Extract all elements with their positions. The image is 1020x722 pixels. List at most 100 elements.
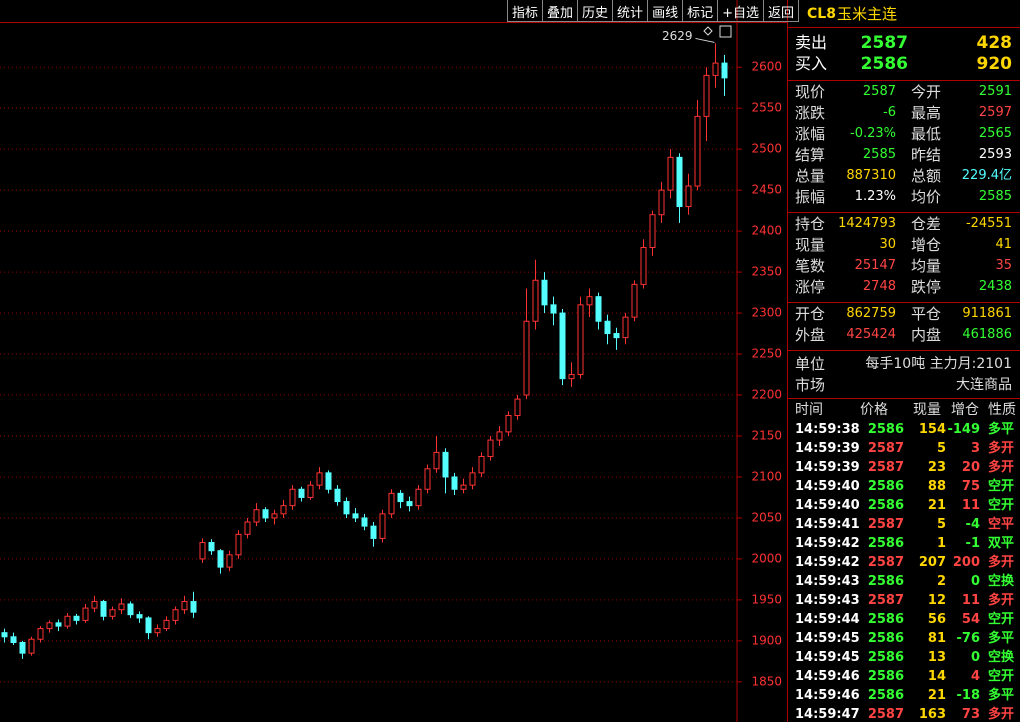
candle-body [613,333,620,339]
code: CL8 [807,6,836,22]
candle-body [298,488,305,498]
y-tick-label: 2300 [751,306,782,320]
candle-body [280,505,287,515]
stat-value: 30 [879,237,896,252]
candle-body [10,636,17,644]
tick-volume: 5 [936,517,946,532]
toolbar-button[interactable]: 画线 [647,0,684,22]
book-label: 卖出 [795,33,828,52]
tick-volume: 88 [927,479,946,494]
icon [703,26,713,36]
stat-label: 涨跌 [795,104,826,122]
tick-time: 14:59:40 [795,479,860,494]
candle-body [46,622,53,630]
toolbar-button[interactable]: +自选 [717,0,764,22]
tick-time: 14:59:41 [795,517,860,532]
candle-body [406,501,413,507]
tick-price: 2586 [867,688,904,703]
candle-body [271,513,278,519]
candle-body [82,607,89,621]
candle-body [676,156,683,208]
y-tick-label: 2050 [751,510,782,524]
tick-price: 2586 [867,631,904,646]
candle-body [145,617,152,634]
tick-time: 14:59:42 [795,555,860,570]
tick-type: 空开 [988,669,1015,684]
tick-price: 2587 [867,441,904,456]
toolbar: 指标 叠加 历史 统计 画线 标记 +自选 返回 [507,0,800,22]
candle-body [442,451,449,478]
candle-body [325,472,332,490]
tick-price: 2587 [867,517,904,532]
tick-volume: 13 [927,650,946,665]
toolbar-button[interactable]: 叠加 [542,0,579,22]
stat-value: 2591 [978,84,1012,99]
candle-body [460,484,467,490]
stat-value: 229.4亿 [961,168,1012,183]
candle-body [73,615,80,621]
tick-type: 双平 [988,536,1015,551]
tick-type: 多开 [988,460,1015,475]
stat-value: 1424793 [838,216,896,231]
tick-volume: 1 [936,536,946,551]
candle-body [91,601,98,609]
candle-body [154,628,161,634]
y-tick-label: 2550 [751,101,782,115]
stat-label: 结算 [795,146,826,164]
stat-label: 今开 [911,83,942,101]
book-volume: 428 [976,33,1013,53]
candle-body [469,472,476,486]
candle-body [640,246,647,285]
stat-value: 2748 [862,279,896,294]
candle-body [487,439,494,457]
candle-body [226,554,233,568]
y-tick-label: 2200 [751,388,782,402]
stat-label: 最低 [911,125,942,143]
candle-body [532,279,539,322]
candle-body [559,312,566,380]
candle-body [361,517,368,527]
candle-body [388,492,395,515]
tick-time: 14:59:46 [795,688,860,703]
tick-change: 3 [970,441,980,456]
stat-label: 内盘 [911,326,942,344]
candle-body [208,542,215,552]
book-price: 2587 [860,33,908,53]
candle-body [127,603,134,616]
tick-time: 14:59:45 [795,650,860,665]
stat-value: 2585 [862,147,896,162]
candle-body [721,62,728,79]
stat-label: 仓差 [911,215,942,233]
tick-time: 14:59:44 [795,612,860,627]
table-header: 时间 [795,402,823,418]
toolbar-button[interactable]: 标记 [682,0,719,22]
candle-body [136,614,143,619]
tick-change: -18 [956,688,981,703]
y-tick-label: 2100 [751,469,782,483]
y-tick-label: 2500 [751,142,782,156]
candle-body [217,550,224,568]
toolbar-button[interactable]: 返回 [763,0,800,22]
toolbar-button[interactable]: 统计 [612,0,649,22]
tick-volume: 207 [918,555,946,570]
candle-body [694,115,701,187]
candle-body [100,601,107,617]
tick-time: 14:59:45 [795,631,860,646]
candle-body [307,484,314,498]
stat-label: 现价 [795,83,826,101]
tick-change: 20 [961,460,980,475]
candle-body [343,501,350,515]
y-tick-label: 2600 [751,60,782,74]
y-tick-label: 1900 [751,633,782,647]
tick-price: 2586 [867,498,904,513]
candle-body [118,603,125,611]
toolbar-button[interactable]: 历史 [577,0,614,22]
table-header: 性质 [988,402,1016,418]
candle-body [253,509,260,523]
candle-body [334,488,341,503]
candle-body [667,156,674,191]
toolbar-button[interactable]: 指标 [507,0,544,22]
stat-value: 2593 [978,147,1012,162]
tick-type: 多平 [988,631,1015,646]
candle-body [451,476,458,490]
